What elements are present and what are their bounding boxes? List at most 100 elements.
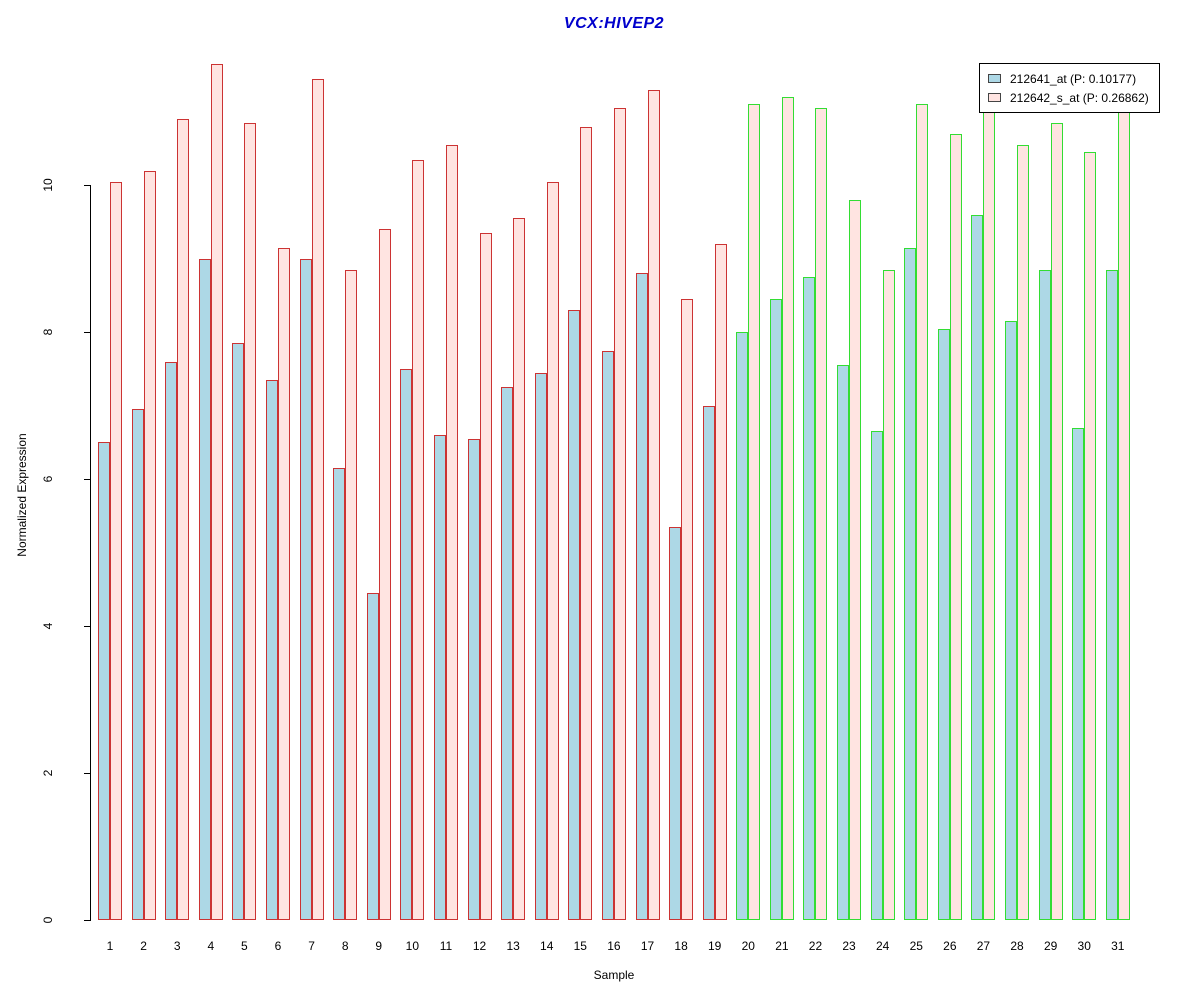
bar-group-sample-7 xyxy=(299,78,324,920)
bar-group-sample-24 xyxy=(870,269,895,920)
bar-series2-sample-6 xyxy=(277,247,290,920)
x-axis-title: Sample xyxy=(593,968,635,982)
bar-series2-sample-7 xyxy=(311,78,324,920)
bar-series1-sample-23 xyxy=(837,365,850,920)
bar-series2-sample-21 xyxy=(781,97,794,920)
x-tick-label-20: 20 xyxy=(741,939,755,953)
x-tick-label-5: 5 xyxy=(241,939,248,953)
x-tick-label-27: 27 xyxy=(976,939,991,953)
x-tick-label-8: 8 xyxy=(341,939,349,953)
bar-group-sample-1 xyxy=(98,181,122,920)
bar-series1-sample-11 xyxy=(433,435,446,920)
bar-group-sample-31 xyxy=(1105,111,1130,920)
bar-group-sample-3 xyxy=(165,119,190,920)
bar-series1-sample-24 xyxy=(870,431,883,920)
series2-swatch-icon xyxy=(988,93,1001,102)
bar-group-sample-26 xyxy=(937,133,962,920)
bar-group-sample-14 xyxy=(534,181,559,920)
bar-series1-sample-8 xyxy=(333,468,346,920)
x-tick-label-13: 13 xyxy=(506,939,520,953)
bar-series2-sample-31 xyxy=(1117,111,1130,920)
y-tick-6 xyxy=(84,478,91,480)
bar-group-sample-20 xyxy=(736,104,761,920)
bar-group-sample-18 xyxy=(669,299,694,920)
bar-series2-sample-10 xyxy=(412,159,425,920)
x-tick-label-24: 24 xyxy=(875,939,890,953)
bar-group-sample-2 xyxy=(131,170,156,920)
bar-group-sample-29 xyxy=(1038,122,1063,920)
x-tick-label-18: 18 xyxy=(674,939,688,953)
bar-group-sample-16 xyxy=(601,108,626,920)
bar-series1-sample-25 xyxy=(904,247,917,920)
bar-series2-sample-11 xyxy=(445,144,458,920)
bar-series1-sample-5 xyxy=(232,343,245,920)
bar-group-sample-15 xyxy=(568,126,593,920)
bar-series1-sample-17 xyxy=(635,273,648,920)
bar-series2-sample-22 xyxy=(815,108,828,920)
x-tick-label-7: 7 xyxy=(308,939,315,953)
y-tick-8 xyxy=(84,331,91,333)
y-tick-4 xyxy=(84,625,91,627)
bar-series1-sample-30 xyxy=(1072,427,1085,920)
x-tick-label-19: 19 xyxy=(708,939,722,953)
bar-series2-sample-17 xyxy=(647,89,660,920)
bar-series2-sample-4 xyxy=(210,64,223,920)
bar-group-sample-17 xyxy=(635,89,660,920)
y-tick-label-4: 4 xyxy=(41,622,55,630)
legend-item-series1: 212641_at (P: 0.10177) xyxy=(988,69,1149,88)
bar-series1-sample-21 xyxy=(769,299,782,920)
x-tick-label-14: 14 xyxy=(540,939,554,953)
bar-series2-sample-3 xyxy=(177,119,190,920)
x-tick-label-4: 4 xyxy=(207,939,215,953)
bar-series1-sample-4 xyxy=(198,258,211,920)
series1-swatch-icon xyxy=(988,74,1001,83)
chart-title: VCX:HIVEP2 xyxy=(563,15,665,32)
bar-series1-sample-31 xyxy=(1105,269,1118,920)
x-tick-label-17: 17 xyxy=(640,939,655,953)
x-tick-label-30: 30 xyxy=(1077,939,1091,953)
bar-series2-sample-9 xyxy=(378,229,391,920)
bar-series2-sample-25 xyxy=(916,104,929,920)
bar-series2-sample-29 xyxy=(1050,122,1063,920)
bar-series2-sample-20 xyxy=(748,104,761,920)
bar-series2-sample-5 xyxy=(244,122,257,920)
bar-series2-sample-24 xyxy=(882,269,895,920)
bar-series1-sample-6 xyxy=(265,380,278,920)
x-tick-label-11: 11 xyxy=(439,939,453,953)
y-tick-label-2: 2 xyxy=(41,769,55,777)
x-tick-label-25: 25 xyxy=(909,939,923,953)
legend-label-series2: 212642_s_at (P: 0.26862) xyxy=(1010,90,1149,105)
bar-series2-sample-8 xyxy=(345,269,358,920)
bar-series1-sample-3 xyxy=(165,361,178,920)
bar-series1-sample-13 xyxy=(501,387,514,920)
bar-series2-sample-16 xyxy=(613,108,626,920)
bar-series2-sample-14 xyxy=(546,181,559,920)
legend: 212641_at (P: 0.10177) 212642_s_at (P: 0… xyxy=(979,63,1160,113)
bar-series1-sample-29 xyxy=(1038,269,1051,920)
bar-group-sample-6 xyxy=(265,247,290,920)
bar-group-sample-10 xyxy=(400,159,425,920)
bar-group-sample-27 xyxy=(971,97,996,920)
bar-group-sample-23 xyxy=(837,199,862,920)
y-tick-label-8: 8 xyxy=(41,328,55,336)
x-axis-labels: 1 2 3 4 5 6 7 8 9 10 11 12 13 14 15 16 17 18 19 20 21 22 23 24 2… xyxy=(98,939,1130,953)
bar-series2-sample-18 xyxy=(681,299,694,920)
x-tick-label-1: 1 xyxy=(106,939,114,953)
bar-series2-sample-15 xyxy=(580,126,593,920)
bar-series2-sample-26 xyxy=(949,133,962,920)
bar-series1-sample-1 xyxy=(98,442,110,920)
y-tick-label-6: 6 xyxy=(41,475,55,483)
bar-series2-sample-1 xyxy=(110,181,122,920)
bar-series1-sample-2 xyxy=(131,409,144,920)
bar-series1-sample-7 xyxy=(299,258,312,920)
bar-group-sample-22 xyxy=(803,108,828,920)
x-tick-label-21: 21 xyxy=(775,939,789,953)
bar-series1-sample-10 xyxy=(400,368,413,920)
x-tick-label-12: 12 xyxy=(472,939,487,953)
bar-series1-sample-14 xyxy=(534,372,547,920)
bar-group-sample-4 xyxy=(198,64,223,920)
bar-series1-sample-28 xyxy=(1005,321,1018,920)
x-tick-label-22: 22 xyxy=(808,939,823,953)
bar-series1-sample-12 xyxy=(467,438,480,920)
